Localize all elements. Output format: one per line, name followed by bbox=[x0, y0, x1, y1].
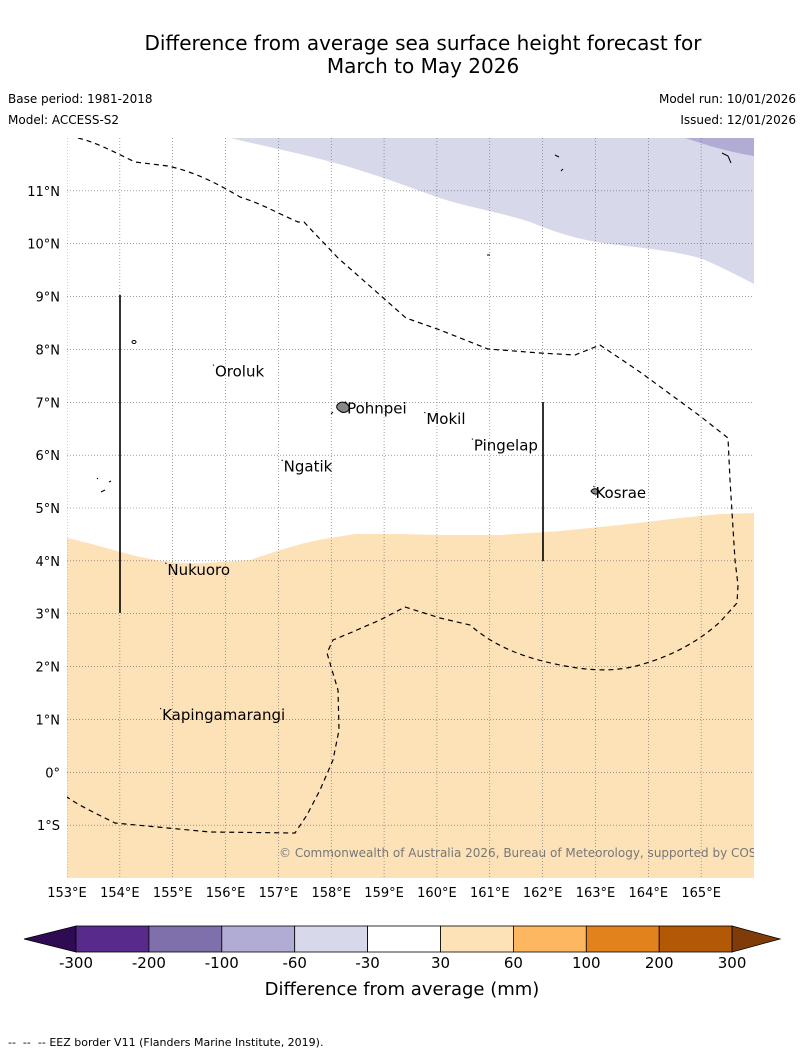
colorbar-tick-label: -30 bbox=[355, 954, 380, 972]
colorbar-tick-label: 60 bbox=[504, 954, 523, 972]
islands bbox=[96, 152, 732, 495]
latitude-tick-label: 11°N bbox=[27, 185, 60, 200]
colorbar-segment bbox=[148, 925, 223, 953]
eez-legend-text: EEZ border V11 (Flanders Marine Institut… bbox=[49, 1036, 324, 1049]
longitude-tick-label: 165°E bbox=[681, 886, 721, 901]
place-marker bbox=[593, 485, 595, 488]
base-period: Base period: 1981-2018 bbox=[8, 92, 153, 106]
place-label: Kosrae bbox=[595, 484, 646, 502]
colorbar-segment bbox=[367, 925, 441, 953]
eez-border-north bbox=[67, 138, 739, 834]
place-labels: Oroluk Pohnpei Mokil Pingelap Ngatik Kosrae Nu… bbox=[159, 363, 646, 724]
latitude-tick-label: 7°N bbox=[36, 396, 61, 411]
eez-legend-dash: -- -- -- bbox=[8, 1036, 46, 1049]
colorbar-tick-labels: -300 -200 -100 -60 -30 30 60 100 200 300 bbox=[59, 954, 746, 972]
longitude-tick-label: 154°E bbox=[100, 886, 140, 901]
ant-atoll bbox=[330, 411, 334, 415]
colorbar-segment bbox=[585, 925, 660, 953]
place-label: Pingelap bbox=[474, 437, 538, 455]
latitude-tick-label: 3°N bbox=[36, 608, 61, 623]
title-line-1: Difference from average sea surface heig… bbox=[144, 31, 702, 55]
eez-legend: -- -- -- EEZ border V11 (Flanders Marine… bbox=[8, 1036, 323, 1049]
colorbar-tick-label: 30 bbox=[431, 954, 450, 972]
longitude-tick-label: 158°E bbox=[311, 886, 351, 901]
colorbar-high-extension bbox=[731, 925, 782, 953]
latitude-tick-label: 10°N bbox=[27, 238, 60, 253]
kosrae-island bbox=[590, 488, 600, 495]
colorbar bbox=[23, 925, 782, 953]
longitude-tick-label: 163°E bbox=[576, 886, 616, 901]
colorbar-segment bbox=[513, 925, 587, 953]
colorbar-tick-label: -300 bbox=[59, 954, 93, 972]
place-marker bbox=[471, 438, 474, 440]
colorbar-tick-label: 200 bbox=[645, 954, 674, 972]
issued-date: Issued: 12/01/2026 bbox=[680, 113, 796, 127]
strong-negative-anomaly-region bbox=[685, 138, 754, 156]
place-label: Mokil bbox=[426, 410, 465, 428]
chart-title: Difference from average sea surface heig… bbox=[0, 32, 804, 78]
place-label: Oroluk bbox=[215, 363, 264, 381]
latitude-tick-label: 6°N bbox=[36, 449, 61, 464]
latitude-tick-label: 0° bbox=[45, 766, 60, 781]
colorbar-segment bbox=[221, 925, 296, 953]
longitude-tick-label: 159°E bbox=[364, 886, 404, 901]
place-marker bbox=[212, 364, 215, 366]
longitude-tick-label: 155°E bbox=[153, 886, 193, 901]
longitude-tick-label: 160°E bbox=[417, 886, 457, 901]
colorbar-segment bbox=[440, 925, 514, 953]
latitude-tick-label: 9°N bbox=[36, 291, 61, 306]
latitude-tick-label: 5°N bbox=[36, 502, 61, 517]
latitude-tick-label: 4°N bbox=[36, 555, 61, 570]
latitude-tick-label: 2°N bbox=[36, 661, 61, 676]
eez-borders bbox=[67, 138, 739, 834]
place-marker bbox=[281, 459, 284, 462]
place-marker bbox=[165, 562, 167, 565]
colorbar-segment bbox=[658, 925, 733, 953]
place-marker bbox=[344, 401, 347, 403]
latitude-tick-label: 1°N bbox=[36, 713, 61, 728]
longitude-labels: 153°E 154°E 155°E 156°E 157°E 158°E 159°E 160°E… bbox=[47, 886, 721, 901]
colorbar-low-extension bbox=[23, 925, 77, 953]
model-name: Model: ACCESS-S2 bbox=[8, 113, 120, 127]
longitude-tick-label: 156°E bbox=[206, 886, 246, 901]
longitude-tick-label: 164°E bbox=[629, 886, 669, 901]
colorbar-tick-label: 300 bbox=[718, 954, 747, 972]
colorbar-tick-label: 100 bbox=[572, 954, 601, 972]
place-label: Pohnpei bbox=[347, 400, 407, 418]
place-label: Ngatik bbox=[284, 458, 333, 476]
model-run-date: Model run: 10/01/2026 bbox=[658, 92, 796, 106]
latitude-tick-label: 1°S bbox=[37, 819, 60, 834]
west-atoll-fragments bbox=[96, 477, 112, 493]
longitude-tick-label: 161°E bbox=[470, 886, 510, 901]
longitude-tick-label: 157°E bbox=[259, 886, 299, 901]
colorbar-tick-label: -60 bbox=[282, 954, 307, 972]
negative-anomaly-region bbox=[230, 138, 754, 284]
pohnpei-island bbox=[336, 401, 350, 413]
copyright-notice: © Commonwealth of Australia 2026, Bureau… bbox=[279, 846, 784, 860]
longitude-tick-label: 162°E bbox=[523, 886, 563, 901]
graticule bbox=[67, 138, 754, 878]
colorbar-tick-label: -100 bbox=[205, 954, 239, 972]
longitude-tick-label: 153°E bbox=[47, 886, 87, 901]
colorbar-label: Difference from average (mm) bbox=[265, 979, 540, 1000]
latitude-tick-label: 8°N bbox=[36, 343, 61, 358]
title-line-2: March to May 2026 bbox=[326, 54, 520, 78]
colorbar-segment bbox=[294, 925, 369, 953]
atoll-west bbox=[131, 340, 137, 344]
positive-anomaly-region bbox=[67, 513, 754, 878]
place-marker bbox=[159, 707, 162, 710]
place-label: Kapingamarangi bbox=[162, 706, 285, 724]
colorbar-tick-label: -200 bbox=[132, 954, 166, 972]
colorbar-segment bbox=[75, 925, 150, 953]
north-atoll-fragments bbox=[554, 152, 732, 172]
latitude-labels: 11°N 10°N 9°N 8°N 7°N 6°N 5°N 4°N 3°N 2°N 1°N 0° 1°S bbox=[27, 185, 60, 834]
place-marker bbox=[424, 411, 426, 414]
place-label: Nukuoro bbox=[167, 561, 230, 579]
